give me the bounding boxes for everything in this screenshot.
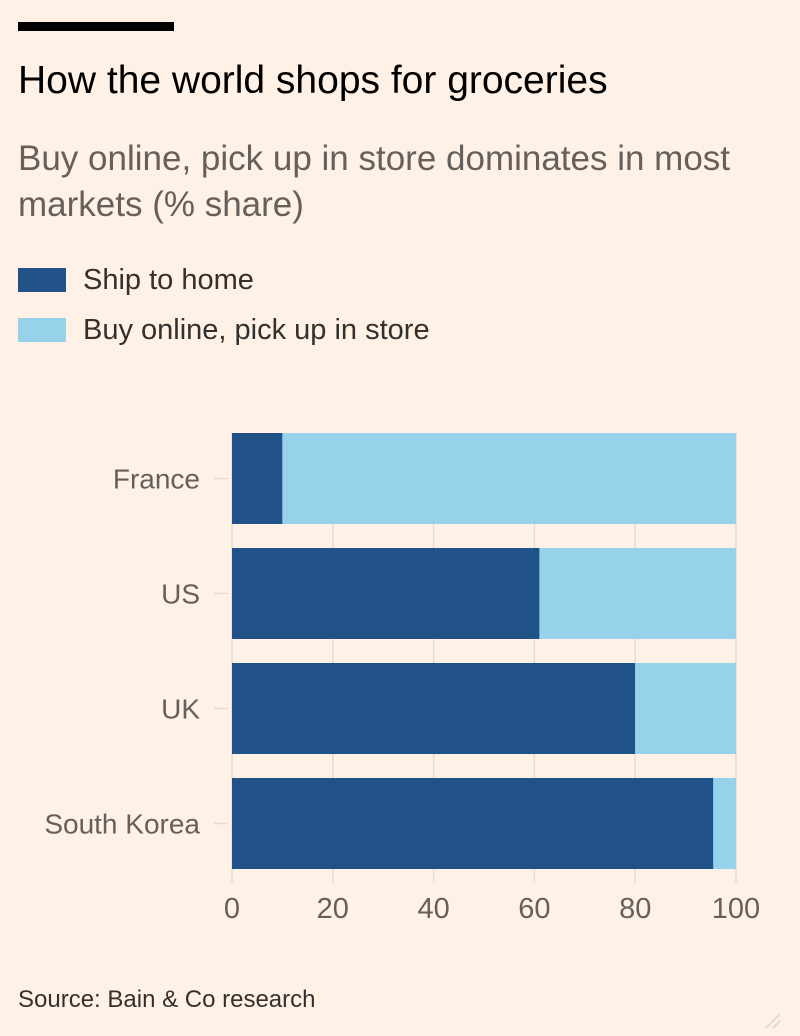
y-tick-label: US [161, 579, 200, 610]
x-tick-label: 100 [712, 893, 760, 925]
legend-item-bopis: Buy online, pick up in store [18, 310, 430, 350]
legend-swatch-bopis [18, 318, 66, 342]
bar-bopis-us [539, 548, 736, 639]
legend: Ship to home Buy online, pick up in stor… [18, 260, 430, 360]
chart-subtitle: Buy online, pick up in store dominates i… [18, 139, 731, 224]
x-tick-label: 40 [417, 893, 449, 925]
header-rule [18, 22, 174, 31]
y-tick-label: South Korea [44, 809, 200, 840]
source-note: Source: Bain & Co research [18, 986, 316, 1013]
x-tick-label: 20 [317, 893, 349, 925]
bar-bopis-uk [635, 663, 736, 754]
bar-ship-to-home-us [232, 548, 540, 639]
x-tick-label: 0 [224, 893, 240, 925]
legend-label-ship-to-home: Ship to home [83, 263, 254, 296]
y-tick-label: UK [161, 694, 200, 725]
corner-resize-icon [765, 1013, 781, 1029]
bar-ship-to-home-south-korea [232, 778, 714, 869]
bar-ship-to-home-france [232, 433, 283, 524]
stacked-bar-chart: France US UK South Korea 0 20 40 60 80 100 [44, 433, 760, 925]
bar-bopis-south-korea [713, 778, 736, 869]
x-tick-label: 60 [518, 893, 550, 925]
bar-ship-to-home-uk [232, 663, 636, 754]
bar-bopis-france [282, 433, 736, 524]
legend-item-ship-to-home: Ship to home [18, 260, 430, 300]
x-tick-label: 80 [619, 893, 651, 925]
legend-swatch-ship-to-home [18, 268, 66, 292]
chart-title: How the world shops for groceries [18, 59, 608, 102]
legend-label-bopis: Buy online, pick up in store [83, 313, 430, 346]
y-tick-label: France [113, 464, 200, 495]
